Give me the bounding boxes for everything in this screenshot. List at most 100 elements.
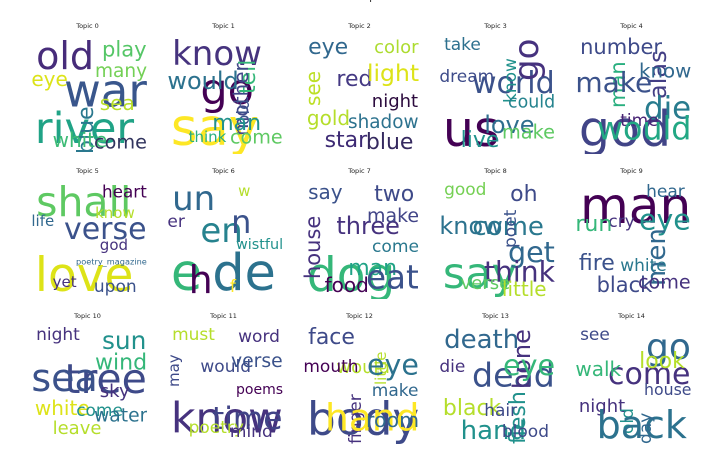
cloud-word: get — [507, 235, 555, 270]
topic-title: Topic 6 — [212, 167, 235, 175]
cloud-word: life — [31, 211, 55, 230]
topic-panel: Topic 10 night tree white sun wind sky sea come l… — [25, 312, 150, 446]
topic-title: Topic 8 — [484, 167, 507, 175]
cloud-word: tree — [64, 354, 147, 403]
cloud-word: know — [439, 211, 503, 240]
word-cloud: face would body little eye make mouth finger han… — [301, 322, 419, 444]
cloud-word: take — [444, 34, 481, 55]
topic-panel: Topic 8 good come say oh poet get know think vers… — [433, 167, 558, 301]
cloud-word: us — [442, 101, 500, 154]
cloud-word: time — [212, 399, 283, 436]
cloud-word: hear — [646, 182, 685, 203]
cloud-word: die — [439, 356, 466, 377]
cloud-word: come — [637, 271, 691, 294]
cloud-word: sun — [102, 327, 147, 357]
cloud-word: blue — [365, 130, 414, 154]
cloud-word: many — [95, 59, 147, 82]
word-cloud: see come night go look house walk old back day — [573, 322, 691, 444]
cloud-word: come — [229, 126, 283, 149]
cloud-word: dead — [472, 355, 555, 395]
cloud-word: man — [348, 255, 398, 281]
cloud-word: n — [231, 203, 252, 242]
topic-panel: Topic 0 old war river play many sea eye blue whit… — [25, 22, 150, 156]
cloud-word: blood — [501, 422, 549, 443]
cloud-word: verse — [460, 272, 511, 294]
cloud-word: play — [102, 37, 147, 63]
cloud-word: h — [188, 258, 213, 299]
topic-title: Topic 12 — [346, 312, 373, 320]
cloud-word: may — [165, 353, 184, 387]
cloud-word: think — [484, 254, 555, 288]
cloud-word: would — [167, 66, 239, 95]
cloud-word: cry — [608, 211, 635, 232]
cloud-word: un — [172, 178, 216, 219]
word-cloud: eye red gold color light night see shadow star bl… — [301, 32, 419, 154]
topic-title: Topic 5 — [76, 167, 99, 175]
cloud-word: eye — [367, 348, 419, 383]
topic-title: Topic 9 — [620, 167, 643, 175]
cloud-word: go — [200, 64, 254, 115]
topic-panel: Topic 6 un en e w n wistful er de h f — [161, 167, 286, 301]
cloud-word: house — [643, 381, 691, 400]
word-cloud: night tree white sun wind sky sea come leave wate… — [29, 322, 147, 444]
cloud-word: say — [170, 99, 259, 154]
cloud-word: poetry — [188, 417, 244, 438]
cloud-word: white — [52, 127, 108, 152]
cloud-word: live — [460, 127, 500, 153]
cloud-word: verse — [231, 349, 283, 372]
word-cloud: must would know word verse poems may time poetry… — [165, 322, 283, 444]
word-cloud: man cry fire hear eye men run white black come — [573, 177, 691, 299]
cloud-word: come — [472, 211, 544, 242]
cloud-word: room — [365, 408, 419, 433]
topic-panel: Topic 9 man cry fire hear eye men run white black… — [569, 167, 694, 301]
topic-title: Topic 7 — [348, 167, 371, 175]
cloud-word: god — [99, 236, 129, 254]
cloud-word: color — [374, 37, 419, 59]
cloud-word: river — [34, 103, 135, 154]
cloud-word: heart — [102, 182, 147, 203]
cloud-word: f — [229, 277, 236, 298]
cloud-word: know — [95, 204, 135, 223]
topic-panel: Topic 3 take world us go know could dream love li… — [433, 22, 558, 156]
topic-title: Topic 13 — [482, 312, 509, 320]
cloud-word: mind — [229, 422, 273, 443]
cloud-word: house — [301, 215, 326, 279]
cloud-word: god — [578, 101, 672, 154]
cloud-word: eye — [308, 34, 349, 60]
cloud-word: word — [238, 327, 280, 348]
cloud-word: e — [170, 244, 203, 299]
cloud-word: eye — [639, 203, 691, 238]
topic-panel: Topic 5 shall verse love heart know god life poe… — [25, 167, 150, 301]
cloud-word: know — [639, 59, 691, 83]
cloud-word: come — [371, 236, 419, 256]
cloud-word: walk — [575, 356, 622, 381]
cloud-word: fire — [578, 250, 615, 276]
topic-wordcloud-grid: Topic 0 old war river play many sea eye blue whit… — [25, 22, 691, 450]
cloud-word: eye — [503, 349, 555, 383]
cloud-word: little — [501, 277, 547, 299]
cloud-word: see — [580, 324, 610, 345]
cloud-word: hair — [484, 400, 518, 421]
word-cloud: take world us go know could dream love live make — [437, 32, 555, 154]
cloud-word: love — [34, 248, 134, 299]
cloud-word: eye — [31, 66, 68, 91]
cloud-word: en — [200, 210, 243, 251]
cloud-word: come — [608, 355, 691, 391]
cloud-word: night — [36, 324, 80, 345]
topic-title: Topic 11 — [210, 312, 237, 320]
cloud-word: hand — [460, 416, 526, 444]
cloud-word: sea — [99, 91, 135, 115]
word-cloud: know go say tell mother old would man think come — [165, 32, 283, 154]
cloud-word: poetry_magazine — [76, 256, 147, 267]
cloud-word: sea — [31, 355, 98, 400]
cloud-word: run — [575, 211, 613, 237]
word-cloud: say three dog two make come house man food eat — [301, 177, 419, 299]
word-cloud: shall verse love heart know god life poetry_mag… — [29, 177, 147, 299]
topic-panel: Topic 11 must would know word verse poems may ti… — [161, 312, 286, 446]
cloud-word: poems — [235, 381, 283, 398]
cloud-word: number — [580, 34, 663, 59]
cloud-word: must — [172, 324, 215, 345]
topic-panel: Topic 4 number man god alas know die make time wo… — [569, 22, 694, 156]
cloud-word: gold — [306, 105, 351, 130]
cloud-word: mouth — [303, 356, 359, 377]
